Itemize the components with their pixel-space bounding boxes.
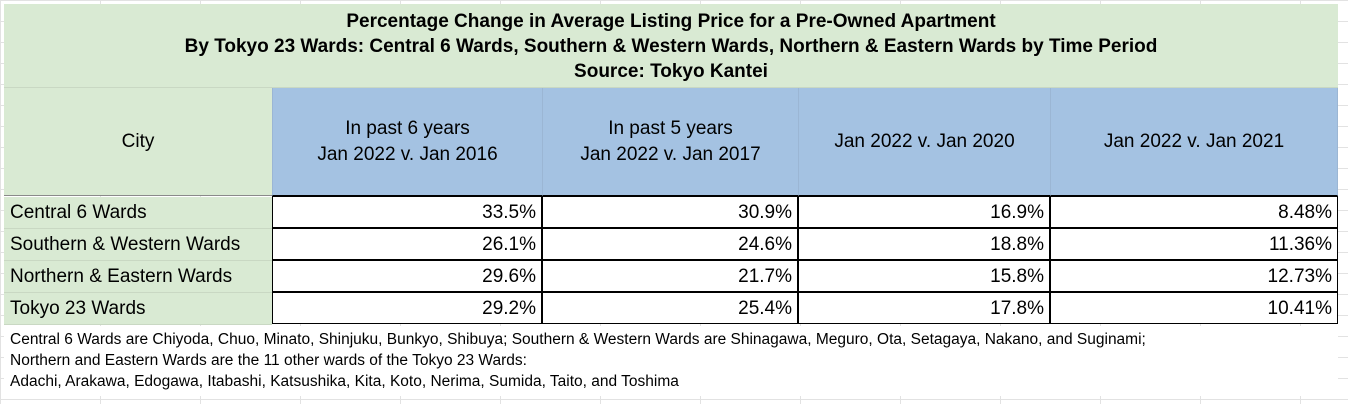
table-title[interactable]: Percentage Change in Average Listing Pri… xyxy=(4,4,1338,88)
header-col2-line2: Jan 2022 v. Jan 2017 xyxy=(580,143,761,165)
cell-southern-western-past5[interactable]: 24.6% xyxy=(542,228,798,260)
header-past-6-years[interactable]: In past 6 years Jan 2022 v. Jan 2016 xyxy=(272,88,542,196)
row-label-southern-western[interactable]: Southern & Western Wards xyxy=(4,229,272,261)
cell-northern-eastern-past6[interactable]: 29.6% xyxy=(272,260,542,292)
row-label-northern-eastern[interactable]: Northern & Eastern Wards xyxy=(4,261,272,293)
header-col4-label: Jan 2022 v. Jan 2021 xyxy=(1103,130,1285,152)
header-past-5-years[interactable]: In past 5 years Jan 2022 v. Jan 2017 xyxy=(542,88,798,196)
cell-tokyo-23-past6[interactable]: 29.2% xyxy=(272,292,542,324)
row-label-tokyo-23[interactable]: Tokyo 23 Wards xyxy=(4,293,272,325)
cell-southern-western-v2020[interactable]: 18.8% xyxy=(798,228,1050,260)
cell-central-6-v2020[interactable]: 16.9% xyxy=(798,196,1050,228)
footnote-line-1: Central 6 Wards are Chiyoda, Chuo, Minat… xyxy=(10,331,1146,348)
header-col1-line2: Jan 2022 v. Jan 2016 xyxy=(317,143,498,165)
header-col3-label: Jan 2022 v. Jan 2020 xyxy=(834,130,1015,152)
cell-southern-western-past6[interactable]: 26.1% xyxy=(272,228,542,260)
header-col1-line1: In past 6 years xyxy=(345,117,470,139)
cell-southern-western-v2021[interactable]: 11.36% xyxy=(1050,228,1338,260)
title-line-1: Percentage Change in Average Listing Pri… xyxy=(346,11,996,32)
cell-central-6-past6[interactable]: 33.5% xyxy=(272,196,542,228)
cell-tokyo-23-v2020[interactable]: 17.8% xyxy=(798,292,1050,324)
row-label-central-6[interactable]: Central 6 Wards xyxy=(4,197,272,229)
cell-central-6-past5[interactable]: 30.9% xyxy=(542,196,798,228)
cell-northern-eastern-v2020[interactable]: 15.8% xyxy=(798,260,1050,292)
cell-central-6-v2021[interactable]: 8.48% xyxy=(1050,196,1338,228)
footnote-line-3: Adachi, Arakawa, Edogawa, Itabashi, Kats… xyxy=(10,373,679,390)
footnote-line-2: Northern and Eastern Wards are the 11 ot… xyxy=(10,352,527,369)
header-city-label: City xyxy=(121,130,155,152)
footnote[interactable]: Central 6 Wards are Chiyoda, Chuo, Minat… xyxy=(4,326,1338,396)
header-col2-line1: In past 5 years xyxy=(608,117,733,139)
header-jan2022-v-jan2021[interactable]: Jan 2022 v. Jan 2021 xyxy=(1050,88,1338,196)
header-jan2022-v-jan2020[interactable]: Jan 2022 v. Jan 2020 xyxy=(798,88,1050,196)
title-line-3: Source: Tokyo Kantei xyxy=(574,61,768,82)
cell-northern-eastern-v2021[interactable]: 12.73% xyxy=(1050,260,1338,292)
cell-tokyo-23-v2021[interactable]: 10.41% xyxy=(1050,292,1338,324)
title-line-2: By Tokyo 23 Wards: Central 6 Wards, Sout… xyxy=(184,36,1158,57)
cell-tokyo-23-past5[interactable]: 25.4% xyxy=(542,292,798,324)
header-city[interactable]: City xyxy=(4,88,272,196)
cell-northern-eastern-past5[interactable]: 21.7% xyxy=(542,260,798,292)
